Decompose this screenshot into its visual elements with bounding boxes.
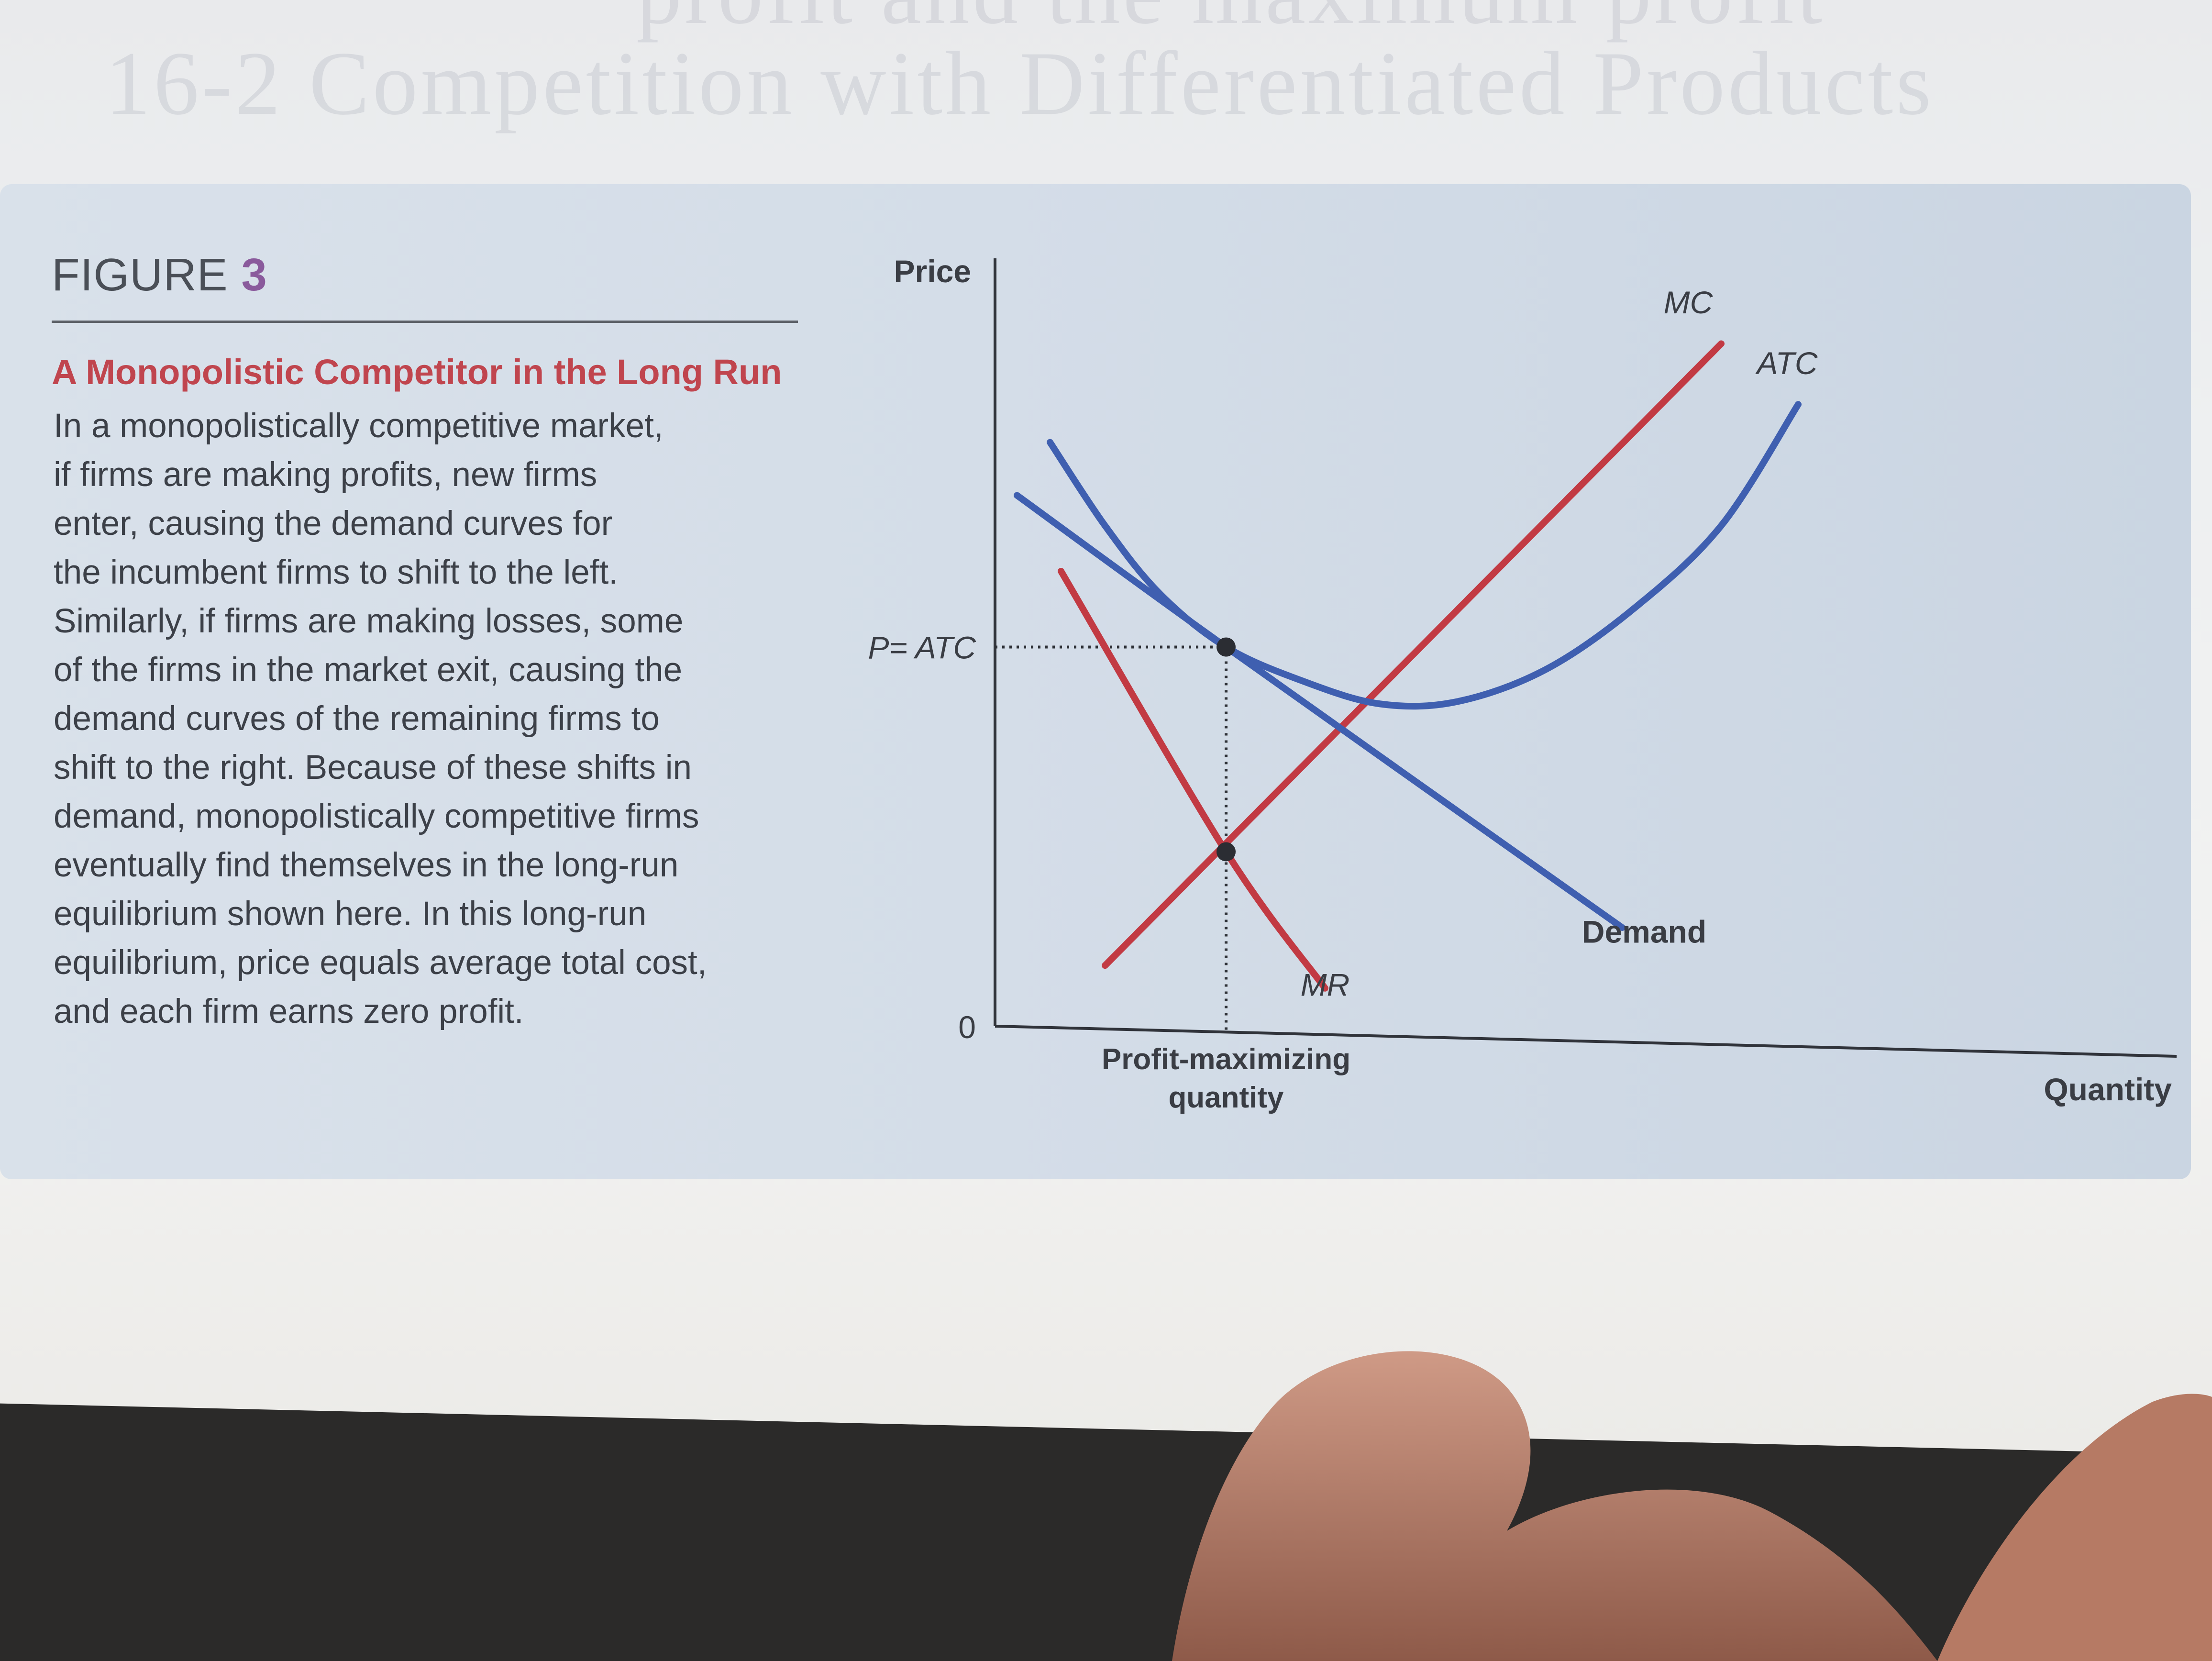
long-run-chart: Price Quantity 0 P= ATC Profit-maximizing… <box>868 254 2177 1114</box>
figure-label: FIGURE 3 <box>52 249 267 301</box>
equilibrium-point-1 <box>1217 637 1236 657</box>
mr-curve <box>1058 568 1328 992</box>
x-axis <box>995 1025 2177 1058</box>
caption-line: In a monopolistically competitive market… <box>54 407 664 445</box>
caption-line: shift to the right. Because of these shi… <box>54 749 692 786</box>
figure-divider <box>52 321 798 323</box>
equilibrium-point-2 <box>1217 842 1236 862</box>
figure-label-word: FIGURE <box>52 249 228 300</box>
caption-line: equilibrium shown here. In this long-run <box>54 895 647 933</box>
figure-title: A Monopolistic Competitor in the Long Ru… <box>52 352 782 392</box>
caption-line: Similarly, if firms are making losses, s… <box>54 602 684 640</box>
figure-panel <box>0 184 2191 1179</box>
origin-label: 0 <box>958 1009 976 1045</box>
atc-label: ATC <box>1755 345 1818 381</box>
caption-line: demand curves of the remaining firms to <box>54 700 660 738</box>
x-axis-label: Quantity <box>2044 1072 2172 1107</box>
caption-line: demand, monopolistically competitive fir… <box>54 797 699 835</box>
thumb <box>1172 1351 2212 1661</box>
mc-curve <box>1102 340 1725 969</box>
caption-line: eventually find themselves in the long-r… <box>54 846 679 884</box>
mr-label: MR <box>1301 967 1350 1003</box>
caption-line: of the firms in the market exit, causing… <box>54 651 683 689</box>
bleed-through-line-1: profit and the maximum profit <box>636 0 1825 38</box>
bleed-through-line-2: 16-2 Competition with Differentiated Pro… <box>105 33 1935 134</box>
caption-line: if firms are making profits, new firms <box>54 456 597 494</box>
bleed-through-text: profit and the maximum profit 16-2 Compe… <box>86 0 2191 182</box>
figure-number: 3 <box>241 249 267 300</box>
y-tick-label: P= ATC <box>868 630 976 665</box>
x-tick-label-line-2: quantity <box>1168 1081 1284 1114</box>
x-tick-label-line-1: Profit-maximizing <box>1102 1043 1350 1076</box>
caption-line: enter, causing the demand curves for <box>54 505 613 543</box>
figure-caption: In a monopolistically competitive market… <box>54 402 829 1036</box>
y-axis-label: Price <box>894 254 971 289</box>
mc-label: MC <box>1664 285 1714 320</box>
caption-line: equilibrium, price equals average total … <box>54 944 707 982</box>
caption-line: and each firm earns zero profit. <box>54 993 524 1030</box>
demand-curve <box>1014 492 1626 931</box>
atc-curve <box>1047 401 1802 710</box>
demand-label: Demand <box>1582 914 1706 950</box>
caption-line: the incumbent firms to shift to the left… <box>54 554 618 591</box>
